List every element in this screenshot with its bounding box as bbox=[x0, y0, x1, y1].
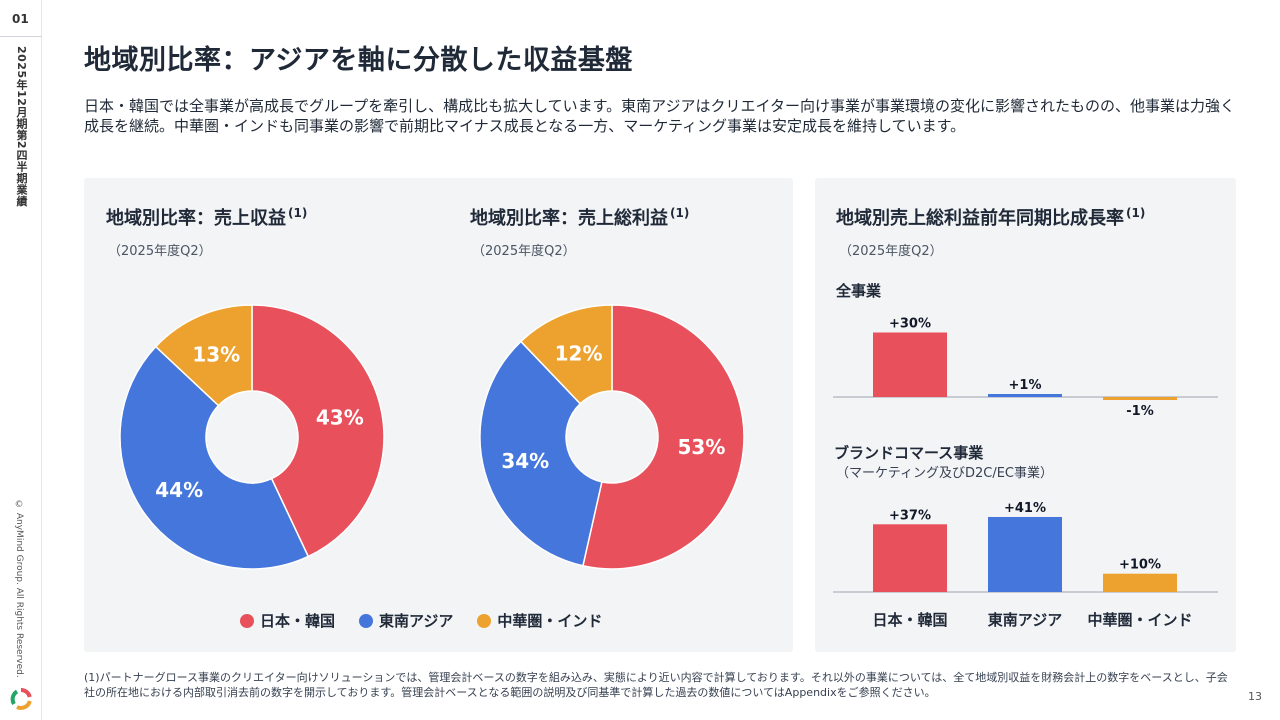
legend-dot-icon bbox=[359, 613, 374, 628]
revenue-donut-chart: 43% 44% 13% bbox=[119, 304, 385, 570]
gross-profit-chart-subtitle: （2025年度Q2） bbox=[472, 244, 576, 259]
legend-label: 中華圏・インド bbox=[497, 612, 603, 630]
gross-profit-slice-southeast-asia bbox=[479, 340, 603, 567]
footnote: (1)パートナーグロース事業のクリエイター向けソリューションでは、管理会計ベース… bbox=[84, 671, 1228, 699]
gross-profit-chart-title: 地域別比率：売上総利益 (1) bbox=[470, 206, 690, 229]
legend-dot-icon bbox=[477, 613, 492, 628]
all-business-bar-southeast-asia bbox=[988, 394, 1062, 397]
period-label: 2025年12月期第2四半期業績 bbox=[15, 46, 28, 207]
copyright-text: © AnyMind Group. All Rights Reserved. bbox=[14, 500, 24, 678]
revenue-label-japan-korea: 43% bbox=[316, 405, 364, 429]
segment-subtitle-brand-commerce: （マーケティング及びD2C/EC事業） bbox=[836, 466, 1053, 481]
all-business-value-label-china-india: -1% bbox=[1126, 404, 1153, 419]
revenue-label-china-india: 13% bbox=[192, 342, 240, 366]
category-label-china-india: 中華圏・インド bbox=[1087, 611, 1192, 629]
revenue-label-southeast-asia: 44% bbox=[155, 478, 203, 502]
brand-commerce-bar-japan-korea bbox=[873, 524, 947, 592]
gross-profit-slice-japan-korea bbox=[582, 304, 745, 570]
gross-profit-label-southeast-asia: 34% bbox=[501, 449, 549, 473]
category-label-southeast-asia: 東南アジア bbox=[988, 611, 1062, 629]
anymind-logo-icon bbox=[10, 688, 32, 710]
donut-charts-panel: 地域別比率：売上収益 (1) （2025年度Q2） 43% 44% 13% 地域別比率… bbox=[84, 178, 793, 652]
lead-paragraph: 日本・韓国では全事業が高成長でグループを牽引し、構成比も拡大しています。東南アジ… bbox=[84, 97, 1235, 135]
gross-profit-donut-chart: 53% 34% 12% bbox=[479, 304, 745, 570]
legend-item-china-india: 中華圏・インド bbox=[477, 610, 602, 631]
brand-commerce-value-label-southeast-asia: +41% bbox=[1004, 501, 1046, 516]
brand-commerce-value-label-china-india: +10% bbox=[1119, 558, 1161, 573]
brand-commerce-bar-southeast-asia bbox=[988, 516, 1062, 592]
revenue-slice-japan-korea bbox=[251, 304, 385, 558]
brand-commerce-bar-china-india bbox=[1103, 573, 1177, 592]
legend-label: 東南アジア bbox=[379, 612, 454, 630]
gross-profit-label-china-india: 12% bbox=[555, 341, 603, 365]
gross-profit-label-japan-korea: 53% bbox=[678, 435, 726, 459]
category-label-japan-korea: 日本・韓国 bbox=[872, 611, 947, 629]
growth-charts-panel: 地域別売上総利益前年同期比成長率 (1) （2025年度Q2） 全事業 ブランドコ… bbox=[815, 178, 1236, 652]
section-number: 01 bbox=[12, 12, 29, 26]
legend-label: 日本・韓国 bbox=[260, 612, 336, 630]
segment-title-all: 全事業 bbox=[836, 282, 882, 300]
chart-legend: 日本・韓国 東南アジア 中華圏・インド bbox=[240, 610, 602, 631]
all-business-bar-china-india bbox=[1103, 397, 1177, 400]
all-business-bar-japan-korea bbox=[873, 332, 947, 397]
growth-bar-charts: +30% +1% -1% +37% +41% +10% 日本・韓国 東南アジア 中華圏・インド bbox=[833, 317, 1218, 629]
legend-item-southeast-asia: 東南アジア bbox=[359, 610, 453, 631]
gross-profit-slice-china-india bbox=[519, 304, 613, 405]
revenue-slice-southeast-asia bbox=[119, 345, 310, 570]
page-number: 13 bbox=[1248, 690, 1262, 703]
segment-title-brand-commerce: ブランドコマース事業 bbox=[834, 444, 984, 462]
revenue-chart-title: 地域別比率：売上収益 (1) bbox=[106, 206, 308, 229]
page-title: 地域別比率：アジアを軸に分散した収益基盤 bbox=[84, 45, 633, 76]
legend-dot-icon bbox=[240, 613, 254, 628]
all-business-value-label-southeast-asia: +1% bbox=[1009, 378, 1042, 393]
brand-commerce-value-label-japan-korea: +37% bbox=[889, 508, 931, 523]
growth-chart-subtitle: （2025年度Q2） bbox=[839, 244, 943, 259]
revenue-slice-china-india bbox=[154, 304, 253, 407]
growth-chart-title: 地域別売上総利益前年同期比成長率 (1) bbox=[836, 206, 1146, 229]
all-business-value-label-japan-korea: +30% bbox=[889, 317, 931, 332]
legend-item-japan-korea: 日本・韓国 bbox=[240, 610, 335, 631]
sidebar: 01 2025年12月期第2四半期業績 © AnyMind Group. All… bbox=[0, 0, 42, 720]
section-divider bbox=[0, 36, 42, 37]
revenue-chart-subtitle: （2025年度Q2） bbox=[108, 244, 212, 259]
